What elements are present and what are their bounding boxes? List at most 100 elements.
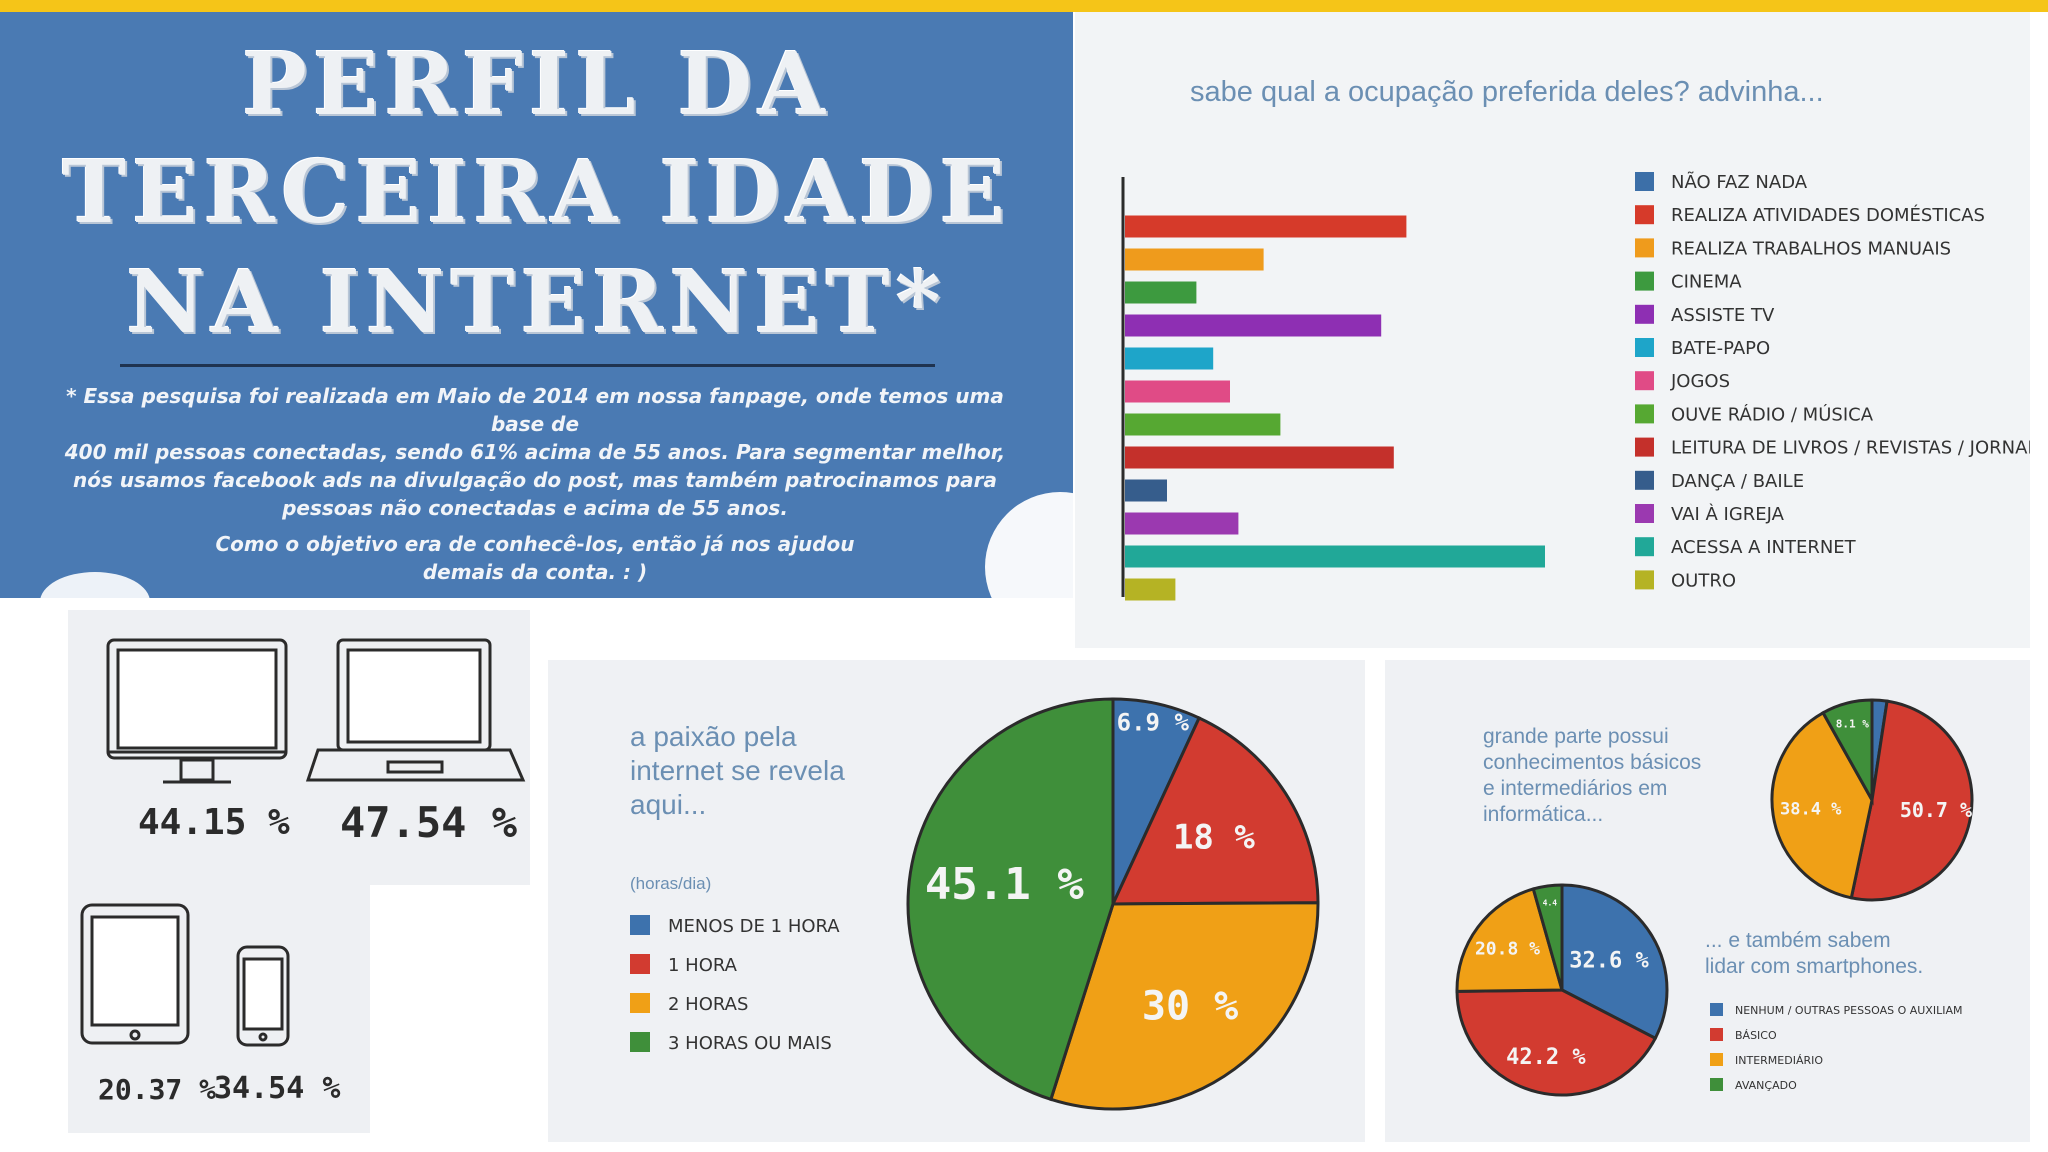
- legend-label-nao-faz-nada: NÃO FAZ NADA: [1671, 171, 1808, 193]
- hours-legend-swatch-3: [630, 1032, 650, 1052]
- bar-bate-papo: [1125, 347, 1214, 370]
- device-icons-bottom: [80, 903, 290, 1047]
- smartphone-legend-label-avancado: AVANÇADO: [1735, 1079, 1797, 1092]
- survey-note-line-1: * Essa pesquisa foi realizada em Maio de…: [66, 384, 1004, 436]
- computer-heading-line-4: informática...: [1483, 803, 1604, 826]
- survey-note-line-2: 400 mil pessoas conectadas, sendo 61% ac…: [64, 440, 1006, 464]
- top-accent-bar: [0, 0, 2048, 12]
- legend-label-acessa-a-internet: ACESSA A INTERNET: [1671, 537, 1857, 558]
- legend-label-realiza-trabalhos-manuais: REALIZA TRABALHOS MANUAIS: [1671, 238, 1951, 259]
- smartphone-heading-line-2: lidar com smartphones.: [1705, 955, 1924, 978]
- tablet-icon: [80, 903, 190, 1045]
- hours-pie-slice-1: [1110, 715, 1320, 906]
- bar-jogos: [1125, 380, 1230, 403]
- smartphone-legend-label-nenhum-outras-pessoas-o-auxiliam: NENHUM / OUTRAS PESSOAS O AUXILIAM: [1735, 1004, 1962, 1017]
- legend-swatch-acessa-a-internet: [1635, 537, 1654, 557]
- survey-note-line-5: Como o objetivo era de conhecê-los, entã…: [215, 532, 855, 556]
- legend-swatch-vai-a-igreja: [1635, 504, 1654, 523]
- legend-swatch-assiste-tv: [1635, 304, 1654, 324]
- hours-unit-label: (horas/dia): [630, 874, 712, 893]
- computer-pie-slice-1: [1849, 699, 1974, 902]
- legend-label-outro: OUTRO: [1671, 570, 1736, 591]
- legend-swatch-realiza-trabalhos-manuais: [1635, 238, 1654, 258]
- computer-pie-slice-2: [1770, 710, 1874, 900]
- hours-legend-label-2-horas: 2 HORAS: [668, 994, 748, 1015]
- smartphone-icon: [236, 945, 290, 1047]
- laptop-percent: 47.54 %: [340, 798, 518, 847]
- computer-pie-label-1: 50.7 %: [1900, 798, 1972, 822]
- bar-danca-baile: [1125, 479, 1167, 502]
- phone-percent: 34.54 %: [214, 1071, 341, 1106]
- title-line-3: NA INTERNET*: [126, 252, 947, 353]
- hours-pie-label-2: 30 %: [1142, 984, 1238, 1030]
- occupation-bar-chart: NÃO FAZ NADA REALIZA ATIVIDADES DOMÉSTICA…: [1121, 171, 2030, 601]
- legend-swatch-ouve-radio-musica: [1635, 404, 1654, 424]
- chart-title: sabe qual a ocupação preferida deles? ad…: [1190, 76, 1824, 108]
- legend-label-ouve-radio-musica: OUVE RÁDIO / MÚSICA: [1671, 403, 1874, 425]
- bar-cinema: [1125, 281, 1197, 304]
- smartphone-pie-slice-3: [1531, 883, 1564, 991]
- smartphone-legend-swatch-3: [1710, 1078, 1723, 1091]
- smartphone-pie-slice-1: [1455, 988, 1658, 1097]
- legend-swatch-cinema: [1635, 271, 1654, 291]
- hours-legend-swatch-2: [630, 993, 650, 1013]
- survey-note: * Essa pesquisa foi realizada em Maio de…: [60, 382, 1010, 586]
- knowledge-pies: 50.7 % 38.4 % 8.1 % 32.6 % 42.2 % 20.8 % 4.4 NE…: [1455, 698, 1974, 1097]
- smartphone-heading-line-1: ... e também sabem: [1705, 929, 1891, 952]
- tablet-percent: 20.37 %: [98, 1073, 217, 1106]
- desktop-percent: 44.15 %: [138, 802, 290, 843]
- hours-legend-swatch-1: [630, 954, 650, 974]
- bar-leitura-de-livros-revistas-jornais: [1125, 446, 1394, 469]
- bar-ouve-radio-musica: [1125, 413, 1281, 436]
- hours-pie-slice-3: [906, 697, 1115, 1102]
- computer-heading-line-2: conhecimentos básicos: [1483, 751, 1702, 774]
- legend-label-cinema: CINEMA: [1671, 272, 1742, 293]
- legend-swatch-outro: [1635, 570, 1654, 590]
- smartphone-legend-swatch-0: [1710, 1003, 1723, 1016]
- hours-legend-label-3-horas-ou-mais: 3 HORAS OU MAIS: [668, 1033, 832, 1054]
- smartphone-pie-label-2: 20.8 %: [1475, 938, 1540, 959]
- hours-heading-line-2: internet se revela: [630, 755, 845, 786]
- legend-label-vai-a-igreja: VAI À IGREJA: [1671, 503, 1785, 525]
- smartphone-pie-slice-2: [1455, 887, 1564, 993]
- computer-pie-label-3: 8.1 %: [1836, 718, 1869, 731]
- legend-label-assiste-tv: ASSISTE TV: [1671, 305, 1775, 326]
- computer-pie-slice-3: [1821, 698, 1874, 806]
- device-icons-top: [106, 638, 526, 784]
- computer-heading-line-1: grande parte possui: [1483, 725, 1669, 748]
- legend-label-bate-papo: BATE-PAPO: [1671, 338, 1770, 359]
- survey-note-line-6: demais da conta. : ): [422, 560, 648, 584]
- smartphone-legend-label-basico: BÁSICO: [1735, 1029, 1777, 1042]
- legend-swatch-jogos: [1635, 371, 1654, 391]
- bar-realiza-atividades-domesticas: [1125, 215, 1407, 238]
- smartphone-pie-label-0: 32.6 %: [1569, 948, 1649, 973]
- survey-note-line-3: nós usamos facebook ads na divulgação do…: [72, 468, 998, 492]
- computer-heading-line-3: e intermediários em: [1483, 777, 1668, 800]
- smartphone-heading: ... e também sabem lidar com smartphones…: [1705, 928, 1923, 980]
- bar-realiza-trabalhos-manuais: [1125, 248, 1264, 271]
- legend-label-jogos: JOGOS: [1670, 371, 1730, 392]
- legend-label-danca-baile: DANÇA / BAILE: [1671, 471, 1804, 492]
- legend-label-leitura-de-livros-revistas-jornais: LEITURA DE LIVROS / REVISTAS / JORNAIS: [1671, 438, 2030, 459]
- hours-pie-label-0: 6.9 %: [1117, 708, 1190, 736]
- hours-legend-swatch-0: [630, 915, 650, 935]
- internet-hours-panel: a paixão pela internet se revela aqui...…: [548, 660, 1365, 1142]
- hours-legend-label-1-hora: 1 HORA: [668, 955, 738, 976]
- legend-swatch-bate-papo: [1635, 338, 1654, 357]
- hours-pie-slice-2: [1048, 901, 1320, 1111]
- survey-note-line-4: pessoas não conectadas e acima de 55 ano…: [282, 496, 788, 520]
- devices-panel-bottom: 20.37 % 34.54 %: [68, 885, 370, 1133]
- occupation-chart-panel: sabe qual a ocupação preferida deles? ad…: [1075, 12, 2030, 648]
- legend-swatch-nao-faz-nada: [1635, 172, 1654, 191]
- bar-acessa-a-internet: [1125, 545, 1545, 568]
- title-line-1: PERFIL DA: [242, 34, 831, 135]
- bar-vai-a-igreja: [1125, 512, 1239, 535]
- title-line-2: TERCEIRA IDADE: [61, 142, 1012, 243]
- knowledge-panel: grande parte possui conhecimentos básico…: [1385, 660, 2030, 1142]
- legend-label-realiza-atividades-domesticas: REALIZA ATIVIDADES DOMÉSTICAS: [1671, 204, 1985, 226]
- legend-swatch-leitura-de-livros-revistas-jornais: [1635, 437, 1654, 457]
- smartphone-pie-label-1: 42.2 %: [1506, 1045, 1586, 1070]
- legend-swatch-danca-baile: [1635, 470, 1654, 490]
- computer-heading: grande parte possui conhecimentos básico…: [1483, 724, 1701, 828]
- legend-swatch-realiza-atividades-domesticas: [1635, 205, 1654, 225]
